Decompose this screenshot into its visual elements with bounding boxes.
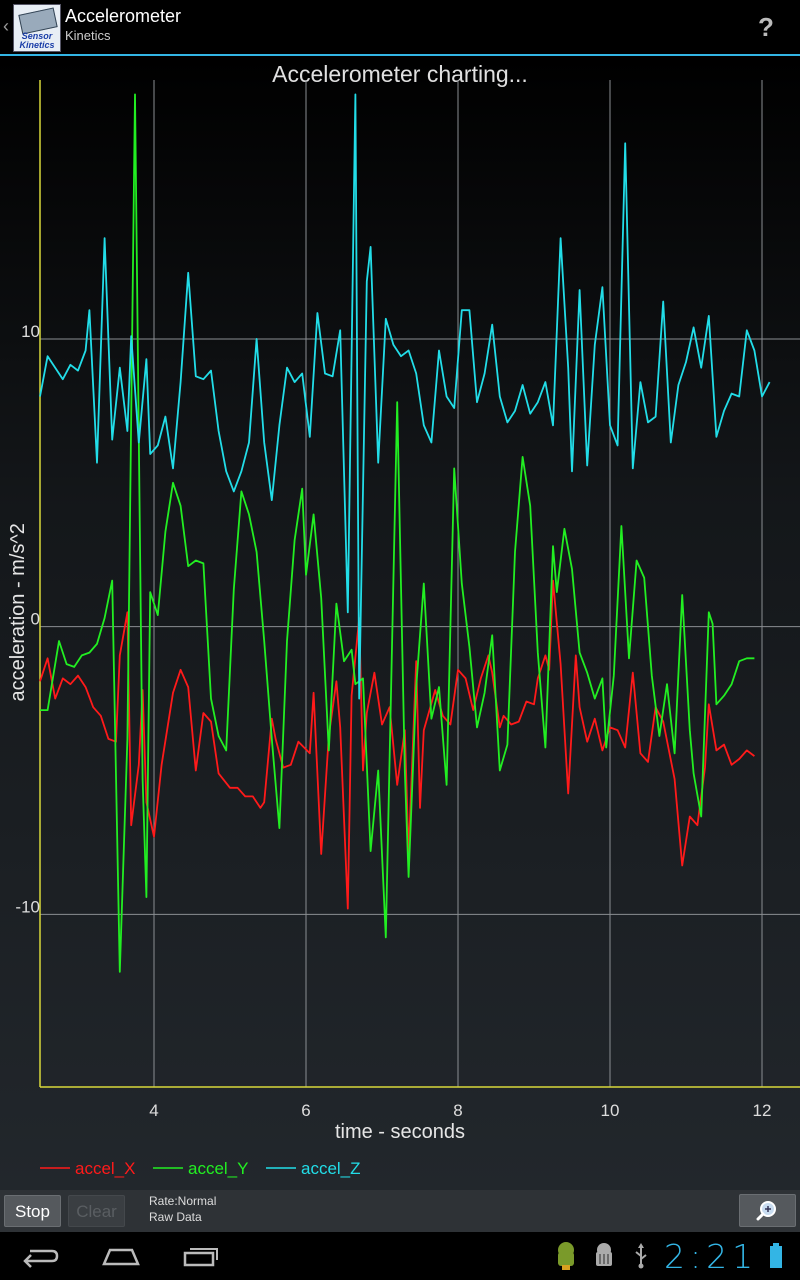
up-caret-icon[interactable]: ‹ bbox=[3, 16, 9, 36]
x-tick-label: 12 bbox=[753, 1101, 772, 1120]
chart-area: Accelerometer charting... 4 6 8 10 12 10 0 -10 t… bbox=[0, 56, 800, 1190]
usb-icon bbox=[635, 1243, 647, 1269]
action-bar: ‹ Sensor Kinetics Accelerometer Kinetics… bbox=[0, 0, 800, 54]
x-tick-label: 6 bbox=[301, 1101, 310, 1120]
battery-icon bbox=[770, 1243, 782, 1268]
legend-label: accel_Y bbox=[188, 1159, 248, 1178]
app-subtitle: Kinetics bbox=[65, 28, 111, 43]
android-notification-icon bbox=[596, 1243, 612, 1266]
system-nav-bar: 2:21 bbox=[0, 1232, 800, 1280]
accelerometer-chart: 4 6 8 10 12 10 0 -10 time - seconds acceleration … bbox=[7, 80, 800, 1178]
x-tick-label: 4 bbox=[149, 1101, 158, 1120]
magnifier-icon bbox=[756, 1201, 776, 1221]
mode-label: Raw Data bbox=[149, 1210, 202, 1224]
status-clock: 2:21 bbox=[664, 1237, 759, 1276]
legend-label: accel_X bbox=[75, 1159, 135, 1178]
clear-button[interactable]: Clear bbox=[68, 1195, 125, 1227]
x-axis-label: time - seconds bbox=[335, 1121, 465, 1143]
x-tick-label: 10 bbox=[601, 1101, 620, 1120]
app-title: Accelerometer bbox=[65, 6, 182, 26]
app-icon-text-1: Sensor bbox=[21, 31, 53, 41]
action-bar-divider bbox=[0, 54, 800, 56]
series-line-accel_Z bbox=[39, 93, 771, 700]
recent-apps-icon[interactable] bbox=[180, 1242, 222, 1270]
series-line-accel_X bbox=[39, 579, 755, 910]
control-bar: Stop Clear Rate:Normal Raw Data bbox=[0, 1190, 800, 1232]
x-tick-label: 8 bbox=[453, 1101, 462, 1120]
y-axis-label: acceleration - m/s^2 bbox=[7, 523, 29, 701]
help-button[interactable]: ? bbox=[758, 12, 774, 42]
rate-label: Rate:Normal bbox=[149, 1194, 217, 1208]
stop-button[interactable]: Stop bbox=[4, 1195, 61, 1227]
legend-label: accel_Z bbox=[301, 1159, 361, 1178]
chart-title: Accelerometer charting... bbox=[272, 61, 528, 87]
android-debug-icon bbox=[558, 1242, 574, 1270]
rate-info: Rate:Normal Raw Data bbox=[149, 1193, 216, 1225]
zoom-button[interactable] bbox=[739, 1194, 796, 1227]
y-tick-label: 0 bbox=[31, 610, 40, 629]
back-icon[interactable] bbox=[20, 1242, 60, 1270]
series-line-accel_Y bbox=[40, 93, 755, 973]
y-tick-label: -10 bbox=[15, 897, 40, 916]
y-tick-label: 10 bbox=[21, 322, 40, 341]
app-icon-text-2: Kinetics bbox=[19, 40, 55, 50]
app-icon[interactable]: Sensor Kinetics bbox=[13, 4, 61, 52]
home-icon[interactable] bbox=[100, 1242, 142, 1270]
